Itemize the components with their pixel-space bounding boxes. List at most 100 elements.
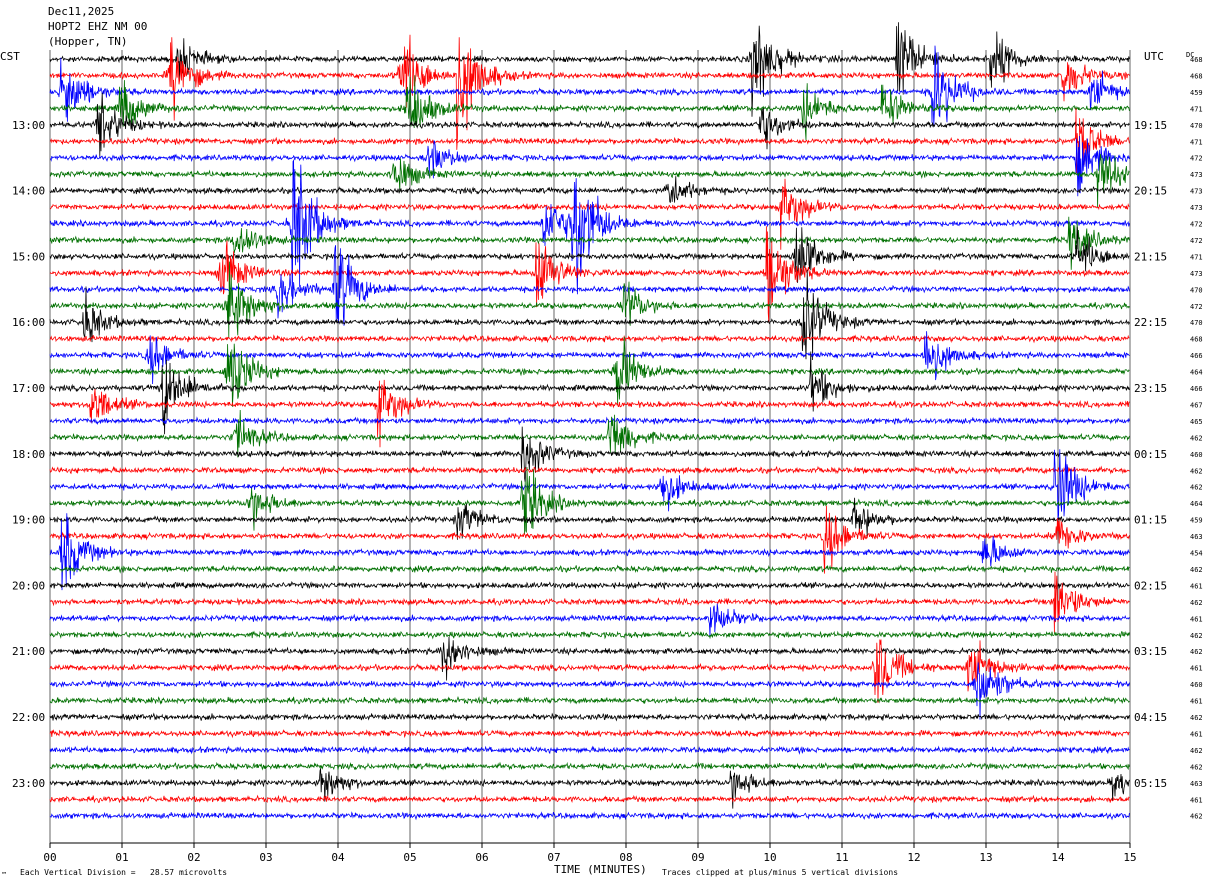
dc-offset-label: 461 — [1190, 796, 1203, 804]
x-tick-label: 12 — [907, 851, 920, 864]
dc-offset-label: 462 — [1190, 813, 1203, 821]
dc-offset-label: 470 — [1190, 319, 1203, 327]
right-hour-label: 22:15 — [1134, 316, 1167, 329]
left-hour-label: 20:00 — [12, 579, 45, 592]
footer-mark: ™ — [2, 871, 6, 879]
dc-offset-label: 470 — [1190, 286, 1203, 294]
dc-offset-label: 459 — [1190, 89, 1203, 97]
x-tick-label: 02 — [187, 851, 200, 864]
seismic-trace — [49, 108, 1130, 177]
left-hour-label: 15:00 — [12, 250, 45, 263]
right-hour-label: 21:15 — [1134, 250, 1167, 263]
seismic-trace — [49, 467, 1130, 535]
left-hour-label: 17:00 — [12, 382, 45, 395]
right-hour-label: 03:15 — [1134, 645, 1167, 658]
seismic-trace — [49, 45, 1130, 127]
seismic-trace — [50, 571, 1130, 633]
right-hour-label: 00:15 — [1134, 448, 1167, 461]
dc-offset-label: 463 — [1190, 533, 1203, 541]
seismic-trace — [49, 712, 1130, 722]
dc-offset-label: 472 — [1190, 303, 1203, 311]
dc-offset-label: 471 — [1190, 105, 1203, 113]
dc-offset-label: 472 — [1190, 221, 1203, 229]
dc-offset-label: 464 — [1190, 369, 1203, 377]
left-hour-label: 22:00 — [12, 711, 45, 724]
seismic-trace — [49, 75, 1130, 141]
seismic-trace — [49, 135, 1130, 197]
x-tick-label: 08 — [619, 851, 632, 864]
seismic-trace — [49, 176, 1130, 204]
seismic-trace — [49, 154, 1130, 208]
seismic-trace — [49, 92, 1130, 158]
x-tick-labels: 00 01 02 03 04 05 06 07 08 09 10 11 12 13 14 15 — [43, 843, 1137, 864]
dc-offset-label: 473 — [1190, 270, 1203, 278]
dc-offset-label: 462 — [1190, 566, 1203, 574]
x-tick-label: 10 — [763, 851, 776, 864]
left-hour-labels: 13:00 14:00 15:00 16:00 17:00 18:00 19:00 20:00… — [12, 119, 45, 790]
seismic-trace — [49, 564, 1130, 574]
seismic-trace — [49, 636, 1130, 681]
seismic-trace — [49, 216, 1130, 270]
dc-offset-label: 464 — [1190, 500, 1203, 508]
seismic-trace — [49, 226, 1130, 283]
seismic-trace — [49, 513, 1130, 591]
dc-offset-label: 470 — [1190, 122, 1203, 130]
seismic-trace — [49, 178, 1130, 250]
seismic-trace — [49, 768, 1130, 809]
right-hour-labels: 19:15 20:15 21:15 22:15 23:15 00:15 01:15 02:15… — [1134, 119, 1167, 790]
seismic-trace — [49, 745, 1130, 755]
dc-offset-label: 468 — [1190, 336, 1203, 344]
seismic-trace — [49, 334, 1130, 344]
dc-offset-label: 468 — [1190, 73, 1203, 81]
dc-offset-label: 462 — [1190, 467, 1203, 475]
seismic-trace — [49, 603, 1130, 637]
dc-offset-label: 459 — [1190, 517, 1203, 525]
dc-offset-label: 462 — [1190, 484, 1203, 492]
seismic-trace — [49, 728, 1130, 739]
seismic-traces — [49, 22, 1130, 821]
left-hour-label: 18:00 — [12, 448, 45, 461]
dc-offset-label: 461 — [1190, 665, 1203, 673]
seismic-trace — [49, 580, 1130, 591]
seismic-trace — [49, 261, 1130, 338]
seismic-trace — [49, 497, 1130, 540]
clip-note: Traces clipped at plus/minus 5 vertical … — [662, 868, 898, 877]
seismic-trace — [49, 416, 1130, 426]
header-location: (Hopper, TN) — [48, 35, 127, 48]
seismic-trace — [49, 662, 1130, 720]
seismic-trace — [49, 465, 1130, 476]
dc-offset-label: 454 — [1190, 550, 1203, 558]
seismic-trace — [49, 22, 1130, 117]
right-hour-label: 01:15 — [1134, 514, 1167, 527]
dc-offset-label: 468 — [1190, 56, 1203, 64]
dc-offset-label: 465 — [1190, 418, 1203, 426]
seismic-trace — [49, 761, 1130, 771]
dc-offset-label: 471 — [1190, 138, 1203, 146]
vertical-scale-note: Each Vertical Division = 28.57 microvolt… — [20, 868, 227, 877]
dc-offset-label: 462 — [1190, 632, 1203, 640]
seismic-trace — [49, 449, 1130, 521]
dc-offset-label: 466 — [1190, 385, 1203, 393]
seismic-trace — [49, 639, 1130, 703]
right-hour-label: 05:15 — [1134, 777, 1167, 790]
left-hour-label: 16:00 — [12, 316, 45, 329]
x-axis-title: TIME (MINUTES) — [554, 863, 647, 876]
x-tick-label: 15 — [1123, 851, 1136, 864]
x-tick-label: 09 — [691, 851, 704, 864]
x-tick-label: 11 — [835, 851, 848, 864]
dc-offset-label: 472 — [1190, 237, 1203, 245]
seismic-trace — [49, 34, 1130, 150]
dc-offset-label: 467 — [1190, 401, 1203, 409]
seismic-trace — [49, 794, 1130, 804]
right-timezone-label: UTC — [1144, 50, 1164, 63]
x-tick-label: 06 — [475, 851, 488, 864]
seismic-trace — [49, 695, 1130, 705]
seismic-trace — [49, 269, 1130, 361]
dc-offset-header: DC — [1186, 51, 1194, 59]
left-hour-label: 21:00 — [12, 645, 45, 658]
x-tick-label: 04 — [331, 851, 345, 864]
seismic-trace — [49, 811, 1130, 821]
x-tick-label: 14 — [1051, 851, 1065, 864]
seismic-trace — [49, 409, 1130, 458]
